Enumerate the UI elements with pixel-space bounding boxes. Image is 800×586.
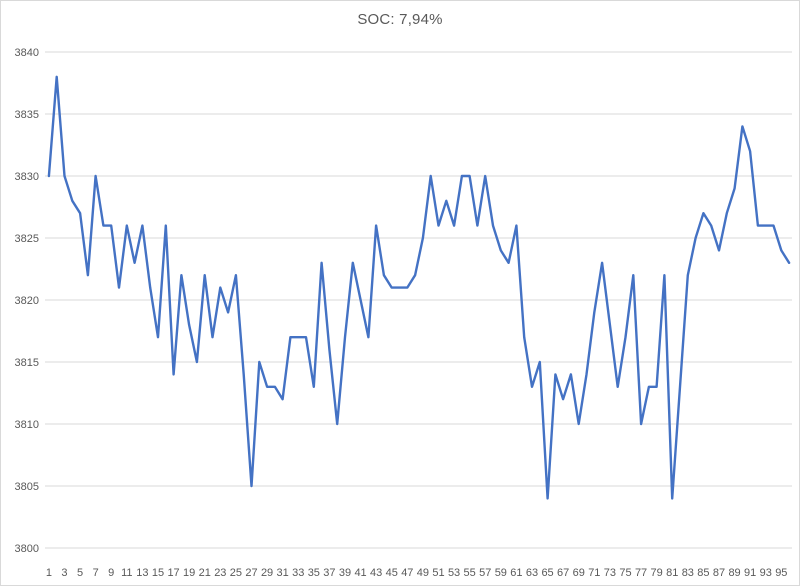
- x-tick-label: 3: [61, 567, 67, 579]
- x-tick-label: 43: [370, 567, 382, 579]
- y-tick-label: 3835: [15, 109, 39, 121]
- x-tick-label: 11: [121, 567, 132, 579]
- x-tick-label: 45: [386, 567, 398, 579]
- x-tick-label: 1: [46, 567, 52, 579]
- x-tick-label: 27: [245, 567, 257, 579]
- x-tick-label: 17: [167, 567, 179, 579]
- x-tick-label: 35: [308, 567, 320, 579]
- x-tick-label: 87: [713, 567, 725, 579]
- x-tick-label: 79: [651, 567, 663, 579]
- y-tick-label: 3840: [15, 47, 39, 59]
- x-tick-label: 95: [775, 567, 787, 579]
- x-tick-label: 21: [199, 567, 211, 579]
- x-tick-label: 9: [108, 567, 114, 579]
- x-tick-label: 19: [183, 567, 195, 579]
- x-tick-label: 89: [728, 567, 740, 579]
- x-tick-label: 77: [635, 567, 647, 579]
- y-tick-label: 3800: [15, 543, 39, 555]
- x-tick-label: 15: [152, 567, 164, 579]
- x-tick-label: 49: [417, 567, 429, 579]
- x-tick-label: 59: [495, 567, 507, 579]
- x-tick-label: 85: [697, 567, 709, 579]
- x-tick-label: 57: [479, 567, 491, 579]
- x-tick-label: 23: [214, 567, 226, 579]
- x-tick-label: 31: [277, 567, 289, 579]
- x-tick-label: 5: [77, 567, 83, 579]
- x-tick-label: 91: [744, 567, 756, 579]
- x-tick-label: 83: [682, 567, 694, 579]
- y-tick-label: 3830: [15, 171, 39, 183]
- chart-title: SOC: 7,94%: [357, 11, 443, 28]
- x-tick-label: 61: [510, 567, 522, 579]
- x-tick-label: 51: [432, 567, 444, 579]
- y-tick-label: 3825: [15, 233, 39, 245]
- x-tick-label: 47: [401, 567, 413, 579]
- x-tick-label: 67: [557, 567, 569, 579]
- x-tick-label: 13: [136, 567, 148, 579]
- x-tick-label: 93: [760, 567, 772, 579]
- x-tick-label: 81: [666, 567, 678, 579]
- y-tick-label: 3810: [15, 419, 39, 431]
- x-tick-label: 55: [464, 567, 476, 579]
- x-tick-label: 41: [354, 567, 366, 579]
- x-tick-label: 69: [573, 567, 585, 579]
- x-tick-label: 71: [588, 567, 600, 579]
- x-tick-label: 7: [93, 567, 99, 579]
- x-tick-label: 33: [292, 567, 304, 579]
- x-tick-label: 63: [526, 567, 538, 579]
- soc-line-series: [47, 75, 791, 500]
- x-tick-label: 37: [323, 567, 335, 579]
- x-tick-label: 65: [541, 567, 553, 579]
- x-tick-label: 75: [619, 567, 631, 579]
- x-tick-label: 73: [604, 567, 616, 579]
- y-tick-label: 3815: [15, 357, 39, 369]
- x-tick-label: 39: [339, 567, 351, 579]
- x-tick-label: 25: [230, 567, 242, 579]
- y-tick-label: 3820: [15, 295, 39, 307]
- x-tick-label: 53: [448, 567, 460, 579]
- x-tick-label: 29: [261, 567, 273, 579]
- y-tick-label: 3805: [15, 481, 39, 493]
